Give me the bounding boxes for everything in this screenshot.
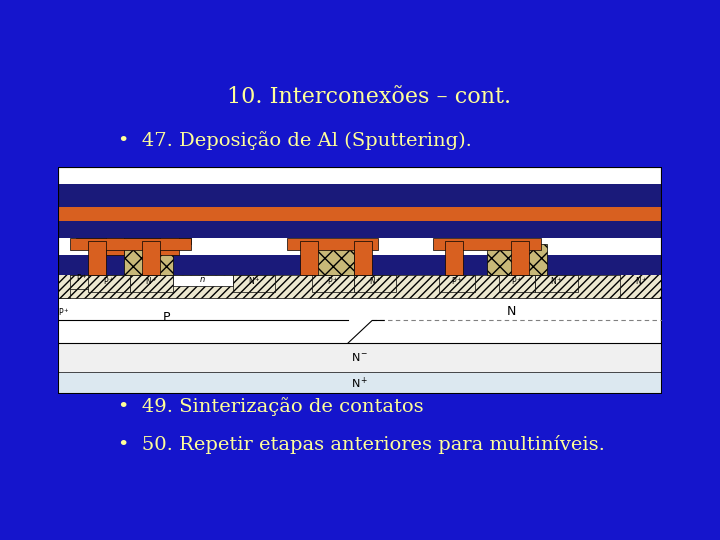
Bar <box>58 275 662 298</box>
Bar <box>433 238 541 249</box>
Bar <box>58 372 662 394</box>
Text: N$^+$: N$^+$ <box>635 275 647 287</box>
Text: P$^+$: P$^+$ <box>327 275 338 287</box>
Bar <box>130 275 173 292</box>
Text: •  49. Sinterização de contatos: • 49. Sinterização de contatos <box>118 397 423 416</box>
Bar <box>300 241 318 275</box>
Bar <box>63 275 100 289</box>
Text: N$^+$: N$^+$ <box>145 275 158 287</box>
Bar <box>76 238 106 247</box>
Text: 10. Interconexões – cont.: 10. Interconexões – cont. <box>227 85 511 107</box>
Bar <box>58 255 662 275</box>
Text: N$^+$: N$^+$ <box>369 275 382 287</box>
Bar <box>124 244 173 275</box>
Text: N: N <box>506 306 516 319</box>
Bar <box>312 275 354 292</box>
Bar <box>487 244 547 275</box>
Bar <box>438 275 475 292</box>
Bar <box>233 275 275 292</box>
Text: N$^+$: N$^+$ <box>351 375 369 390</box>
Text: •  48. Fotogravação de interconexões – M8: • 48. Fotogravação de interconexões – M8 <box>118 168 543 188</box>
Bar <box>511 241 529 275</box>
Text: •  47. Deposição de Al (Sputtering).: • 47. Deposição de Al (Sputtering). <box>118 131 472 150</box>
Text: P$^+$: P$^+$ <box>103 275 115 287</box>
Bar <box>106 238 191 244</box>
Bar <box>88 275 130 292</box>
Bar <box>354 275 396 292</box>
Bar <box>58 258 70 298</box>
Text: P$^+$: P$^+$ <box>511 275 523 287</box>
Text: N$^+$: N$^+$ <box>550 275 563 287</box>
Bar <box>143 241 161 275</box>
Text: P$^+$: P$^+$ <box>451 275 463 287</box>
Bar <box>161 235 179 255</box>
Text: P$^+$: P$^+$ <box>76 272 88 284</box>
Bar <box>58 185 662 207</box>
Text: •  50. Repetir etapas anteriores para multiníveis.: • 50. Repetir etapas anteriores para mul… <box>118 435 605 454</box>
Text: P: P <box>163 311 170 324</box>
Bar <box>106 235 124 255</box>
Bar <box>287 238 378 249</box>
Bar <box>58 207 662 221</box>
Text: N$^+$: N$^+$ <box>248 275 261 287</box>
Bar <box>312 244 354 275</box>
Bar <box>58 343 662 372</box>
Bar <box>354 241 372 275</box>
Text: n: n <box>200 275 205 284</box>
Text: P$^+$: P$^+$ <box>58 306 70 318</box>
Bar <box>536 275 577 292</box>
Bar <box>70 238 191 249</box>
Bar <box>58 298 372 343</box>
Bar <box>173 275 233 286</box>
Bar <box>445 241 463 275</box>
Bar <box>620 258 662 298</box>
Bar <box>58 221 662 238</box>
Text: N$^-$: N$^-$ <box>351 352 369 363</box>
Bar <box>88 241 106 275</box>
Bar <box>499 275 536 292</box>
